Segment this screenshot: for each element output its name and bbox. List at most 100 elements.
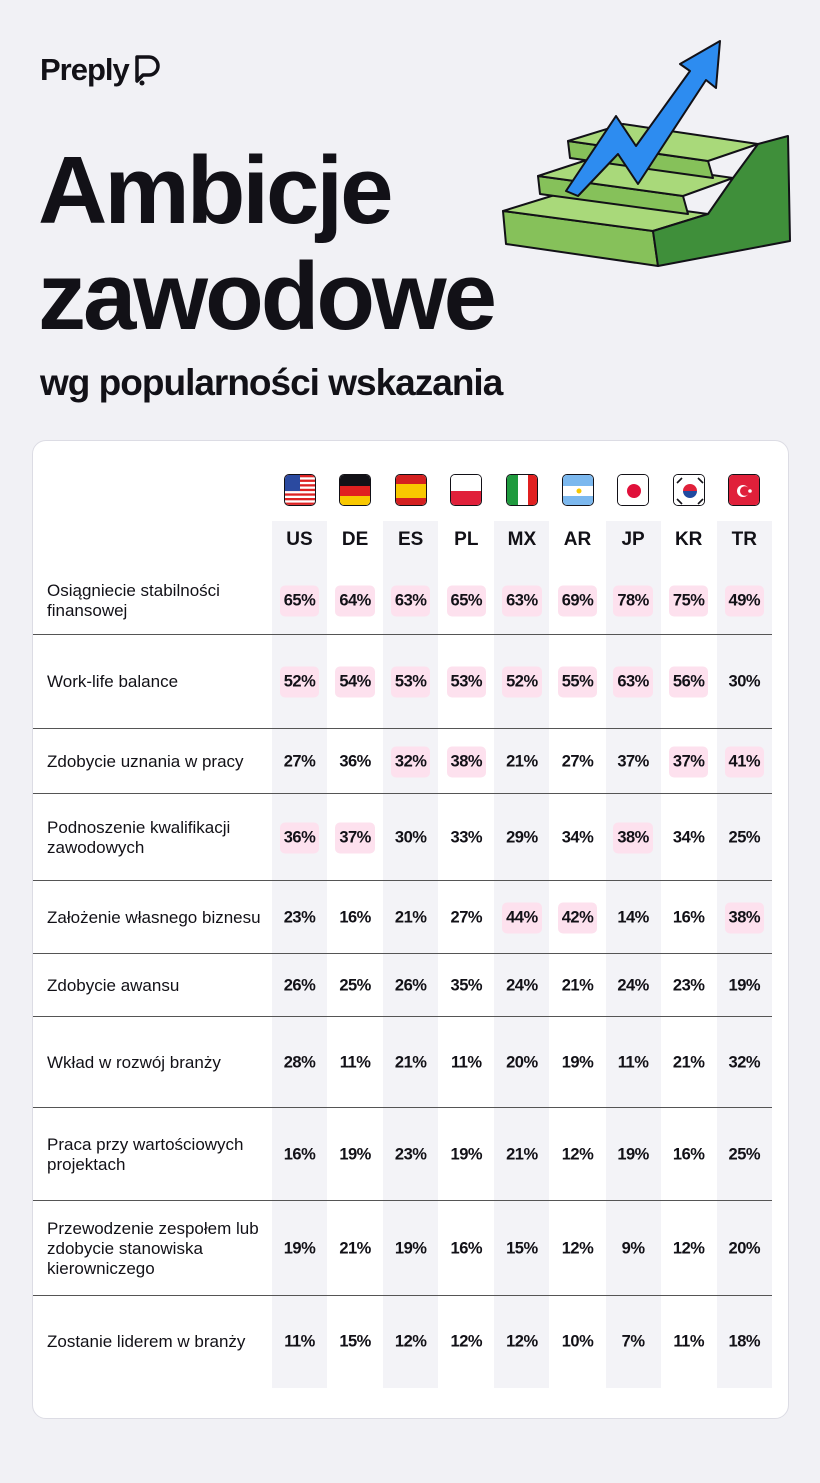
value: 27%: [561, 752, 594, 770]
cell-tr: 49%: [717, 585, 772, 616]
table-row: Założenie własnego biznesu 23% 16% 21% 27% 44…: [33, 881, 772, 954]
row-label: Osiągniecie stabilności finansowej: [47, 580, 220, 620]
jp-flag-icon: [617, 474, 650, 506]
cell-pl: 65%: [439, 585, 494, 616]
value: 27%: [450, 908, 483, 926]
cell-kr: 37%: [661, 746, 716, 777]
table-row: Zdobycie uznania w pracy 27% 36% 32% 38% 21% 2…: [33, 729, 772, 794]
cell-kr: 16%: [661, 902, 716, 933]
value: 30%: [728, 672, 761, 691]
row-label: Założenie własnego biznesu: [47, 907, 261, 927]
country-code-kr: KR: [674, 529, 703, 550]
cell-de: 15%: [328, 1327, 383, 1358]
value: 12%: [561, 1145, 594, 1163]
value: 27%: [283, 752, 316, 770]
value: 29%: [506, 828, 538, 846]
cell-de: 54%: [328, 666, 383, 698]
value: 19%: [617, 1145, 649, 1163]
cell-jp: 38%: [606, 822, 661, 853]
column-shade: [383, 521, 439, 1388]
career-ambitions-table: US DE ES PL MX AR JP KR TR Osiągniecie stabilnośc…: [33, 441, 788, 1418]
highlighted-value: 53%: [446, 666, 487, 698]
cell-ar: 42%: [550, 902, 605, 933]
country-code-es: ES: [398, 529, 424, 550]
table-row: Praca przy wartościowych projektach 16% 19…: [33, 1108, 772, 1201]
row-divider: [33, 1015, 772, 1017]
cell-kr: 12%: [661, 1233, 716, 1264]
value: 34%: [672, 828, 705, 846]
cell-es: 19%: [383, 1233, 438, 1264]
country-code-ar: AR: [563, 529, 592, 550]
cell-ar: 27%: [550, 746, 605, 777]
cell-jp: 63%: [606, 666, 661, 698]
cell-es: 12%: [383, 1327, 438, 1358]
subtitle: wg popularności wskazania: [40, 362, 503, 403]
cell-kr: 23%: [661, 970, 716, 1001]
cell-mx: 52%: [494, 666, 549, 698]
value: 25%: [728, 1145, 761, 1163]
highlighted-value: 65%: [279, 585, 320, 616]
cell-mx: 12%: [494, 1327, 549, 1358]
value: 37%: [617, 752, 649, 770]
cell-kr: 21%: [661, 1047, 716, 1078]
highlighted-value: 53%: [390, 666, 431, 698]
cell-de: 36%: [328, 746, 383, 777]
cell-de: 25%: [328, 970, 383, 1001]
highlighted-value: 75%: [668, 585, 709, 616]
value: 28%: [283, 1053, 316, 1071]
cell-kr: 11%: [661, 1327, 716, 1358]
value: 15%: [339, 1332, 371, 1351]
de-flag-icon: [339, 474, 372, 506]
highlighted-value: 36%: [279, 822, 320, 853]
value: 16%: [672, 908, 705, 926]
cell-ar: 19%: [550, 1047, 605, 1078]
value: 24%: [506, 976, 538, 994]
cell-es: 63%: [383, 585, 438, 616]
cell-es: 53%: [383, 666, 438, 698]
tr-flag-icon: [728, 474, 761, 506]
highlighted-value: 63%: [613, 666, 653, 698]
highlighted-value: 44%: [502, 902, 542, 933]
value: 15%: [506, 1239, 538, 1257]
cell-pl: 27%: [439, 902, 494, 933]
country-code-de: DE: [341, 529, 369, 550]
cell-ar: 12%: [550, 1233, 605, 1264]
cell-kr: 16%: [661, 1139, 716, 1170]
cell-us: 16%: [272, 1139, 327, 1170]
value: 12%: [672, 1239, 705, 1257]
highlighted-value: 78%: [613, 585, 653, 616]
value: 35%: [450, 976, 483, 994]
cell-us: 27%: [272, 746, 327, 777]
cell-pl: 12%: [439, 1327, 494, 1358]
cell-jp: 78%: [606, 585, 661, 616]
value: 30%: [394, 828, 427, 846]
cell-pl: 11%: [439, 1047, 494, 1078]
value: 19%: [450, 1145, 483, 1163]
value: 21%: [339, 1239, 371, 1257]
value: 21%: [672, 1053, 705, 1071]
value: 19%: [561, 1053, 594, 1071]
value: 11%: [284, 1332, 315, 1351]
cell-kr: 34%: [661, 822, 716, 853]
cell-jp: 7%: [606, 1327, 661, 1358]
row-label: Przewodzenie zespołem lub zdobycie stano…: [47, 1218, 259, 1278]
cell-de: 64%: [328, 585, 383, 616]
value: 20%: [728, 1239, 761, 1257]
cell-de: 19%: [328, 1139, 383, 1170]
highlighted-value: 32%: [390, 746, 431, 777]
value: 10%: [561, 1332, 594, 1351]
it-style-flag-icon: [505, 474, 538, 506]
highlighted-value: 38%: [446, 746, 487, 777]
kr-flag-icon: [672, 474, 705, 506]
cell-ar: 10%: [550, 1327, 605, 1358]
value: 19%: [339, 1145, 371, 1163]
row-divider: [33, 633, 772, 635]
value: 11%: [450, 1053, 482, 1071]
cell-tr: 19%: [717, 970, 772, 1001]
value: 12%: [561, 1239, 594, 1257]
cell-pl: 38%: [439, 746, 494, 777]
value: 23%: [394, 1145, 427, 1163]
value: 21%: [506, 752, 538, 770]
cell-us: 23%: [272, 902, 327, 933]
cell-es: 21%: [383, 902, 438, 933]
